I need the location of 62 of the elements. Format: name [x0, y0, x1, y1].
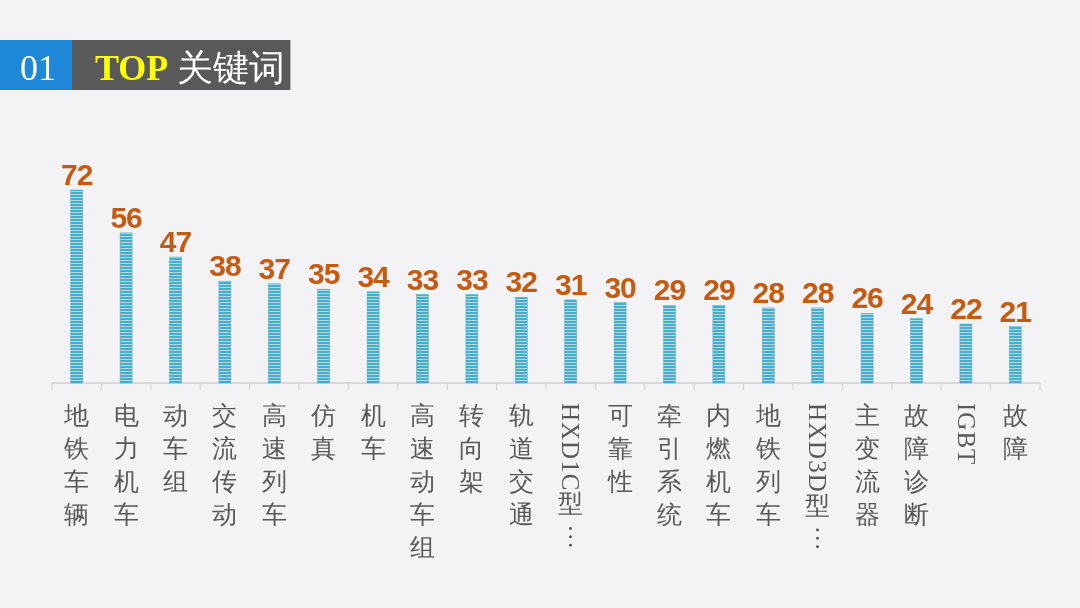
bar	[712, 305, 726, 384]
data-label: 35	[308, 257, 340, 291]
bar	[910, 318, 923, 384]
bar	[811, 307, 824, 384]
data-label: 28	[752, 275, 785, 309]
data-label: 33	[456, 262, 488, 296]
data-label: 37	[258, 251, 291, 285]
bar	[218, 280, 232, 384]
bar	[663, 305, 676, 384]
x-tick-label: HXD3D型…	[804, 403, 839, 551]
bar	[515, 296, 528, 384]
bar	[169, 256, 182, 384]
bar	[70, 189, 83, 384]
x-tick-label: 轨道交通	[508, 402, 534, 528]
data-label: 56	[110, 200, 143, 234]
x-tick-label: HXD1C型…	[557, 403, 592, 550]
data-label: 29	[703, 273, 735, 307]
bar	[564, 299, 577, 384]
bar	[317, 288, 330, 384]
data-label: 47	[159, 225, 192, 259]
x-tick-label: 故障	[1002, 402, 1028, 462]
data-label: 29	[653, 273, 686, 307]
bar	[465, 294, 479, 384]
bar	[366, 291, 380, 384]
bar	[860, 313, 874, 384]
data-label: 28	[802, 275, 834, 309]
bar	[613, 302, 627, 384]
chart-title: TOP 关键词	[95, 48, 286, 88]
badge: 01	[0, 40, 72, 90]
x-tick-label: 动车组	[163, 402, 188, 495]
x-tick-label: 高速列车	[261, 402, 287, 528]
x-tick-label: 地铁车辆	[63, 402, 90, 528]
data-label: 38	[209, 249, 241, 283]
x-tick-label: 仿真	[310, 402, 337, 462]
x-tick-label: IGBT	[952, 403, 980, 465]
data-label: 22	[950, 292, 982, 326]
bar	[416, 294, 429, 384]
bar	[959, 323, 973, 384]
bar	[119, 232, 133, 384]
bar	[762, 307, 775, 384]
data-label: 26	[851, 281, 884, 315]
data-label: 24	[900, 286, 934, 320]
bar	[268, 283, 281, 384]
x-tick-label: 内燃机车	[706, 402, 732, 528]
x-tick-label: 地铁列车	[754, 402, 781, 528]
x-tick-label: 交流传动	[212, 402, 238, 528]
x-tick-label: 转向架	[459, 402, 485, 495]
x-tick-label: 故障诊断	[904, 402, 929, 528]
x-tick-label: 电力机车	[113, 402, 139, 528]
x-tick-label: 可靠性	[606, 402, 633, 495]
bar	[1009, 326, 1022, 384]
data-label: 21	[999, 294, 1032, 328]
x-tick-label: 主变流器	[854, 402, 880, 528]
data-label: 31	[555, 267, 587, 301]
x-tick-label: 机车	[360, 402, 386, 462]
x-tick-label: 高速动车组	[410, 402, 435, 561]
data-label: 34	[357, 259, 391, 293]
data-label: 72	[61, 158, 93, 191]
x-tick-label: 牵引系统	[657, 402, 682, 528]
data-label: 30	[604, 270, 637, 304]
data-label: 33	[406, 262, 439, 296]
data-label: 32	[505, 265, 538, 299]
